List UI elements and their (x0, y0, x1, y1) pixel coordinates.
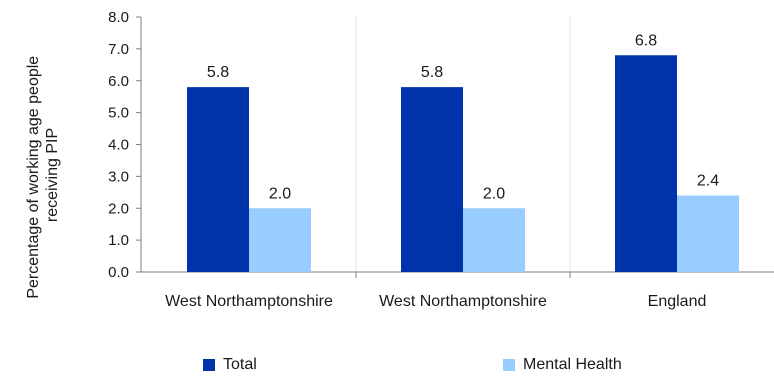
y-tick-label: 3.0 (108, 168, 129, 185)
y-tick-label: 0.0 (108, 264, 129, 281)
data-label-mental-health: 2.0 (269, 185, 291, 202)
data-label-mental-health: 2.0 (483, 185, 505, 202)
y-tick-label: 6.0 (108, 73, 129, 90)
bar-total (615, 55, 677, 272)
gridlines (355, 17, 571, 278)
legend-item-total: Total (203, 356, 257, 374)
y-tick-label: 7.0 (108, 41, 129, 58)
data-label-total: 5.8 (421, 64, 443, 81)
legend-swatch-total (203, 359, 215, 371)
category-label: West Northamptonshire (165, 293, 333, 310)
legend-label-total: Total (223, 356, 257, 373)
category-labels: West Northamptonshire West Northamptonshi… (165, 293, 706, 310)
bar-total (187, 87, 249, 272)
bars: 5.8 2.0 5.8 2.0 6.8 2.4 (187, 32, 739, 272)
category-label: England (648, 293, 707, 310)
y-tick-label: 2.0 (108, 200, 129, 217)
legend-label-mental-health: Mental Health (523, 356, 622, 373)
bar-total (401, 87, 463, 272)
y-axis-label-line-1: Percentage of working age people (25, 56, 42, 299)
bar-mental-health (249, 208, 311, 272)
y-axis-label: Percentage of working age people receivi… (25, 51, 61, 298)
data-label-total: 5.8 (207, 64, 229, 81)
legend-item-mental-health: Mental Health (503, 356, 622, 374)
y-tick-label: 5.0 (108, 105, 129, 122)
y-tick-labels: 0.0 1.0 2.0 3.0 4.0 5.0 6.0 7.0 8.0 (108, 9, 141, 281)
bar-mental-health (463, 208, 525, 272)
y-tick-label: 4.0 (108, 137, 129, 154)
y-tick-label: 1.0 (108, 232, 129, 249)
category-label: West Northamptonshire (379, 293, 547, 310)
y-tick-label: 8.0 (108, 9, 129, 26)
data-label-total: 6.8 (635, 32, 657, 49)
bar-mental-health (677, 195, 739, 272)
data-label-mental-health: 2.4 (697, 173, 719, 190)
legend-swatch-mental-health (503, 359, 515, 371)
y-axis-label-line-2: receiving PIP (44, 128, 61, 222)
